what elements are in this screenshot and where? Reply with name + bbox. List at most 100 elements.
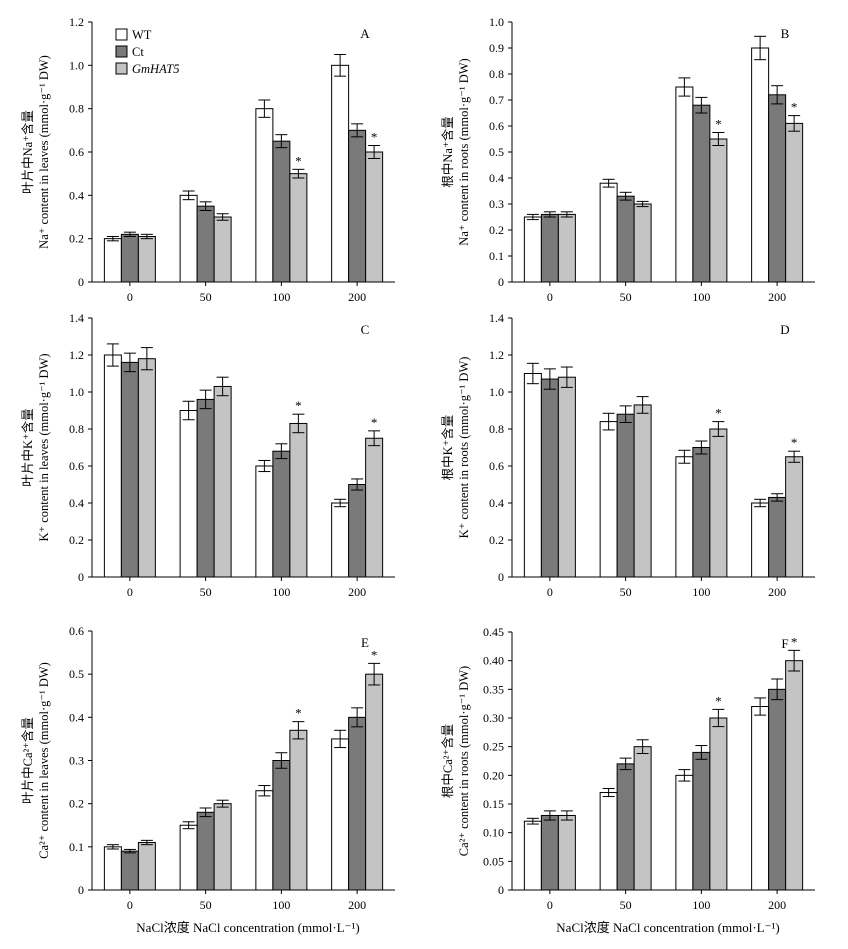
y-tick-label: 0.8: [489, 67, 504, 81]
bar-gmhat5-200: [365, 437, 384, 578]
y-tick-label: 0.4: [69, 188, 84, 202]
y-axis-label-cn: 叶片中Na⁺含量: [20, 110, 35, 194]
y-tick-label: 0.1: [489, 249, 504, 263]
y-axis-label-en: Ca²⁺ content in roots (mmol·g⁻¹ DW): [457, 666, 471, 856]
bar-gmhat5-200: [365, 673, 384, 891]
y-axis-label-cn: 根中Ca²⁺含量: [440, 724, 455, 798]
y-tick-label: 0.6: [69, 624, 84, 638]
y-tick-label: 0.6: [489, 459, 504, 473]
y-tick-label: 0.1: [69, 840, 84, 854]
bar-gmhat5-100: [709, 717, 728, 891]
x-tick-label: 50: [620, 290, 632, 304]
bar-wt-0: [523, 216, 542, 283]
panel-letter: D: [780, 322, 789, 337]
y-axis-label-en: K⁺ content in leaves (mmol·g⁻¹ DW): [37, 353, 51, 541]
x-tick-label: 200: [768, 585, 786, 599]
bar-wt-100: [255, 108, 274, 283]
x-tick-label: 100: [692, 898, 710, 912]
panel-letter: B: [781, 26, 790, 41]
x-tick-label: 50: [620, 898, 632, 912]
y-tick-label: 0.3: [489, 197, 504, 211]
y-tick-label: 0.10: [483, 826, 504, 840]
bar-ct-100: [692, 104, 711, 283]
y-tick-label: 0.7: [489, 93, 504, 107]
legend: WT Ct GmHAT5: [115, 28, 179, 76]
y-tick-label: 0.2: [69, 533, 84, 547]
legend-swatch-ct: [115, 45, 128, 58]
bar-ct-200: [348, 484, 367, 578]
bar-ct-200: [768, 496, 787, 578]
bar-ct-0: [540, 814, 559, 891]
bar-wt-50: [179, 194, 198, 283]
bar-ct-100: [272, 450, 291, 578]
bar-gmhat5-200: [785, 456, 804, 578]
panel-letter: F: [781, 636, 788, 651]
x-tick-label: 200: [348, 585, 366, 599]
bar-wt-200: [751, 47, 770, 283]
x-tick-label: 100: [272, 585, 290, 599]
bar-ct-200: [768, 688, 787, 891]
y-tick-label: 0.35: [483, 682, 504, 696]
bar-wt-100: [675, 456, 694, 578]
y-tick-label: 0: [498, 883, 504, 897]
significance-marker: *: [715, 406, 722, 421]
x-axis-title-right: NaCl浓度 NaCl concentration (mmol·L⁻¹): [556, 920, 779, 935]
chart-panel-c: 0 0.2 0.4 0.6 0.8 1.0 1.2 1.4 0 50 100 * 200 * C 叶片中K⁺含…: [20, 311, 395, 599]
y-tick-label: 0.9: [489, 41, 504, 55]
y-tick-label: 0.5: [489, 145, 504, 159]
bar-gmhat5-100: [289, 422, 308, 578]
chart-panel-f: 0 0.05 0.10 0.15 0.20 0.25 0.30 0.35 0.40 0.45 0 50…: [440, 625, 815, 912]
x-tick-label: 0: [127, 290, 133, 304]
bar-ct-50: [196, 205, 215, 283]
y-tick-label: 0.6: [69, 459, 84, 473]
bar-gmhat5-50: [633, 203, 652, 283]
y-tick-label: 1.0: [489, 385, 504, 399]
y-tick-label: 0.4: [69, 710, 84, 724]
y-tick-label: 1.0: [489, 15, 504, 29]
bar-gmhat5-0: [137, 236, 156, 283]
significance-marker: *: [295, 706, 302, 721]
bar-ct-50: [616, 763, 635, 891]
y-tick-label: 0.4: [489, 171, 504, 185]
bar-gmhat5-200: [365, 151, 384, 283]
y-tick-label: 1.2: [69, 15, 84, 29]
bar-gmhat5-0: [137, 358, 156, 578]
x-tick-label: 200: [348, 898, 366, 912]
bar-wt-0: [523, 373, 542, 578]
bar-ct-50: [196, 811, 215, 891]
bar-gmhat5-50: [213, 385, 232, 578]
y-tick-label: 0.30: [483, 711, 504, 725]
y-tick-label: 0.2: [69, 797, 84, 811]
y-tick-label: 0.45: [483, 625, 504, 639]
x-tick-label: 0: [547, 585, 553, 599]
bar-gmhat5-50: [633, 746, 652, 891]
y-tick-label: 1.4: [489, 311, 504, 325]
y-tick-label: 0.6: [489, 119, 504, 133]
bar-gmhat5-0: [557, 213, 576, 283]
y-tick-label: 0.5: [69, 667, 84, 681]
bar-gmhat5-100: [289, 729, 308, 891]
y-axis-label-cn: 根中Na⁺含量: [440, 116, 455, 187]
legend-label-wt: WT: [132, 28, 152, 42]
y-tick-label: 0.15: [483, 797, 504, 811]
bar-ct-100: [692, 751, 711, 891]
significance-marker: *: [715, 117, 722, 132]
y-axis-label-cn: 根中K⁺含量: [440, 415, 455, 481]
x-tick-label: 100: [692, 585, 710, 599]
y-tick-label: 0.2: [489, 533, 504, 547]
bar-wt-200: [331, 64, 350, 283]
bar-ct-0: [120, 361, 139, 578]
bar-wt-0: [103, 846, 122, 891]
x-tick-label: 100: [272, 898, 290, 912]
chart-panel-e: 00.10.20.30.40.50.60 50 100*200*E叶片中Ca²⁺含量…: [20, 624, 395, 912]
bar-wt-50: [599, 792, 618, 891]
y-tick-label: 0: [498, 570, 504, 584]
bar-ct-0: [540, 378, 559, 578]
bar-gmhat5-100: [709, 428, 728, 578]
y-tick-label: 0.8: [69, 102, 84, 116]
x-tick-label: 50: [620, 585, 632, 599]
panel-letter: C: [361, 322, 370, 337]
bar-gmhat5-50: [213, 803, 232, 891]
bar-wt-50: [599, 421, 618, 578]
